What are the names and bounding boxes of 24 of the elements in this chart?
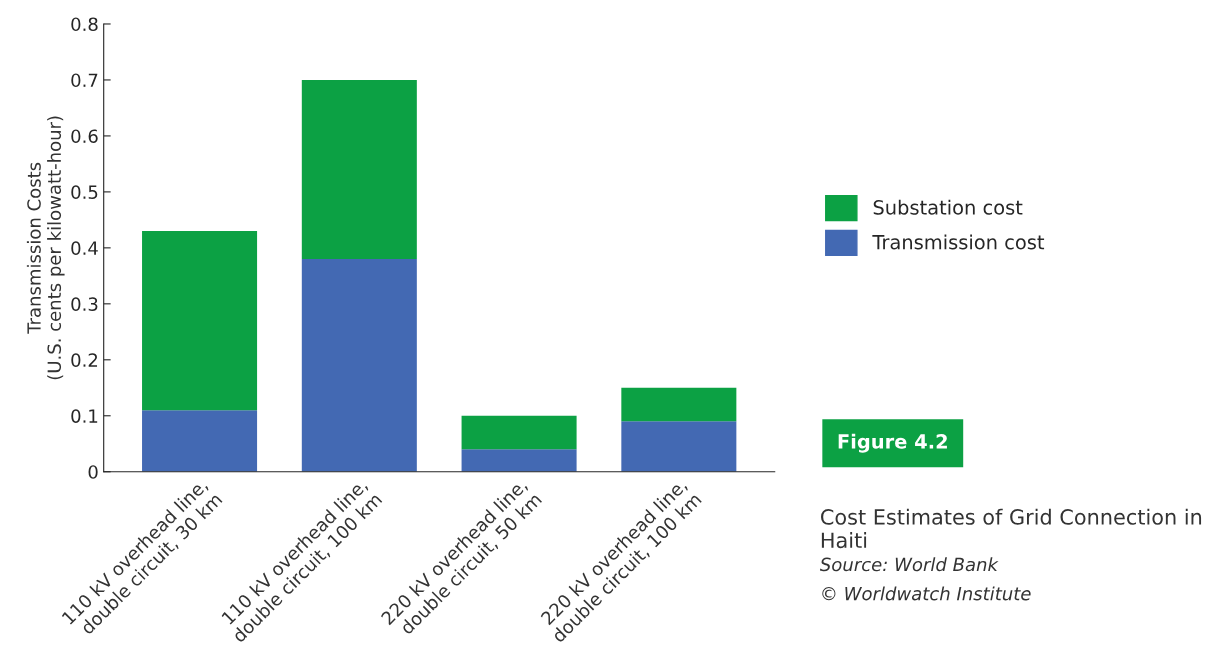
y-tick-label: 0.6 (71, 129, 98, 144)
legend-label: Transmission cost (872, 234, 1045, 250)
source-note: Source: World Bank (819, 557, 999, 572)
y-tick-label: 0.5 (71, 185, 98, 200)
bar (301, 259, 417, 472)
y-tick-label: 0.1 (71, 409, 98, 423)
bar (142, 231, 258, 411)
y-axis-title: Transmission Costs (U.S. cents per kilowatt-hour) (26, 116, 65, 380)
bar (621, 421, 737, 472)
y-tick-label: 0.4 (71, 241, 98, 255)
y-tick-label: 0.2 (71, 353, 98, 367)
text: © Worldwatch Institute (822, 586, 1031, 601)
bar (142, 410, 258, 472)
text: Cost Estimates of Grid Connection in Haiti (821, 508, 1202, 549)
bar (301, 79, 417, 260)
y-tick-label: 0.7 (71, 73, 98, 88)
bar (461, 415, 577, 450)
legend-label: Substation cost (873, 199, 1023, 215)
caption: Figure 4.2 (838, 433, 947, 453)
y-tick-label: 0.3 (71, 297, 98, 311)
y-tick-label: 0.8 (71, 17, 98, 32)
y-tick-label: 0 (88, 465, 98, 479)
bar (621, 387, 737, 422)
bar (461, 449, 577, 472)
